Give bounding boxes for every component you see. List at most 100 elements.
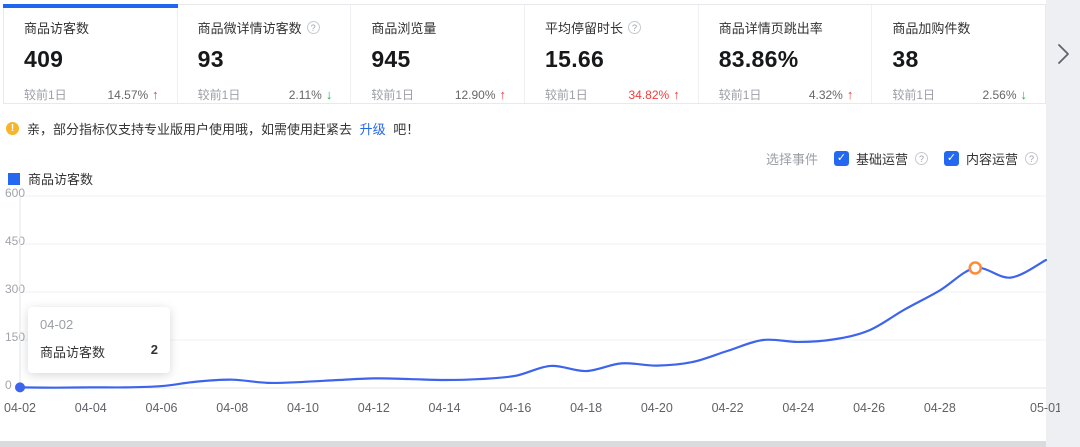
trend-percent: 34.82% [628,87,670,102]
card-title: 商品微详情访客数 [197,21,302,36]
card-title: 平均停留时长 [545,21,624,36]
checkbox-checked-icon: ✓ [833,151,849,166]
x-tick-label: 04-20 [641,401,673,415]
help-icon[interactable]: ? [306,21,320,34]
card-avg-stay-duration[interactable]: 平均停留时长 ? 15.66 较前1日 34.82% ↑ [525,5,699,103]
legend-swatch [8,172,20,185]
y-tick-label: 150 [5,330,25,344]
card-title-row: 商品详情页跳出率 ? [719,18,854,37]
x-tick-label: 04-28 [924,401,956,415]
select-event-label: 选择事件 [765,152,818,167]
x-tick-label: 04-06 [146,401,178,415]
card-micro-detail-visitors[interactable]: 商品微详情访客数 ? 93 较前1日 2.11% ↓ [178,5,352,103]
tooltip-series-name: 商品访客数 [40,345,106,360]
trend-arrow-icon: ↑ [152,87,159,102]
x-tick-label: 04-16 [499,401,531,415]
card-title-row: 平均停留时长 ? [545,18,680,37]
trend: 12.90% ↑ [455,87,506,102]
y-tick-label: 300 [5,282,25,296]
card-value: 409 [24,46,64,72]
checkbox-basic-operations[interactable]: ✓ 基础运营 ? [833,149,928,168]
card-title: 商品详情页跳出率 [718,21,823,36]
card-value: 945 [371,46,411,72]
right-gutter [1046,0,1080,447]
notice-text: 亲，部分指标仅支持专业版用户使用哦，如需使用赶紧去 升级 吧！ [27,119,419,138]
card-add-to-cart-count[interactable]: 商品加购件数 ? 38 较前1日 2.56% ↓ [872,5,1045,103]
x-tick-label: 04-12 [358,401,390,415]
y-tick-label: 0 [5,378,12,392]
legend-item-product-visitors[interactable]: 商品访客数 [8,169,93,188]
trend: 34.82% ↑ [628,87,679,102]
x-tick-label: 04-14 [429,401,461,415]
trend-percent: 12.90% [454,87,496,102]
trend: 14.57% ↑ [107,87,158,102]
card-title-row: 商品浏览量 ? [371,18,506,37]
card-value: 38 [892,46,919,72]
trend-percent: 2.11% [288,87,322,102]
trend-percent: 14.57% [107,87,149,102]
event-controls: 选择事件 ✓ 基础运营 ? ✓ 内容运营 ? [766,149,1038,168]
bottom-divider [0,441,1046,447]
warning-icon: ! [6,122,19,135]
x-tick-label: 04-02 [4,401,36,415]
checkbox-label: 基础运营 [855,152,908,167]
card-title: 商品加购件数 [892,21,971,36]
compare-label: 较前1日 [545,88,588,102]
trend-arrow-icon: ↑ [673,87,680,102]
x-tick-label: 04-26 [853,401,885,415]
trend-arrow-icon: ↑ [499,87,507,102]
compare-label: 较前1日 [197,88,241,102]
y-tick-label: 450 [5,234,25,248]
help-icon[interactable]: ? [1025,152,1038,165]
legend-label: 商品访客数 [28,172,94,187]
help-icon[interactable]: ? [914,152,928,165]
x-tick-label: 04-18 [570,401,602,415]
notice-text-after: 吧！ [393,122,420,137]
card-value: 83.86% [718,46,799,72]
upgrade-link[interactable]: 升级 [359,122,386,137]
card-value: 15.66 [545,46,605,72]
chart-tooltip: 04-02 商品访客数 2 [28,307,170,373]
metric-cards-row: 商品访客数 ? 409 较前1日 14.57% ↑ 商品微详情访客数 ? 93 … [3,4,1046,104]
checkbox-label: 内容运营 [965,152,1018,167]
selected-card-indicator [3,4,178,8]
upgrade-notice: ! 亲，部分指标仅支持专业版用户使用哦，如需使用赶紧去 升级 吧！ [6,119,419,138]
notice-text-before: 亲，部分指标仅支持专业版用户使用哦，如需使用赶紧去 [27,122,353,137]
card-title: 商品浏览量 [371,21,437,36]
checkbox-content-operations[interactable]: ✓ 内容运营 ? [943,149,1038,168]
trend-percent: 4.32% [808,87,843,102]
compare-label: 较前1日 [892,88,936,102]
help-icon[interactable]: ? [628,21,642,34]
event-marker[interactable] [968,261,983,275]
trend-arrow-icon: ↑ [846,87,854,102]
x-tick-label: 04-04 [75,401,107,415]
card-detail-page-bounce-rate[interactable]: 商品详情页跳出率 ? 83.86% 较前1日 4.32% ↑ [699,5,873,103]
visitors-trend-line [18,258,1048,389]
trend: 4.32% ↑ [809,87,854,102]
compare-label: 较前1日 [24,88,67,102]
trend: 2.56% ↓ [983,87,1028,102]
next-cards-button[interactable] [1054,42,1072,66]
trend: 2.11% ↓ [289,87,333,102]
visitors-line-chart[interactable]: 0 150 300 450 600 04-02 04-04 04-06 04-08 04-10 04… [0,185,1060,435]
x-tick-label: 04-08 [216,401,248,415]
y-tick-label: 600 [5,186,25,200]
hovered-data-point[interactable] [15,382,25,393]
card-product-visitors[interactable]: 商品访客数 ? 409 较前1日 14.57% ↑ [3,4,178,103]
card-title: 商品访客数 [24,21,90,36]
card-title-row: 商品微详情访客数 ? [198,18,333,37]
chevron-right-icon [1058,44,1069,64]
trend-arrow-icon: ↓ [325,87,333,102]
compare-label: 较前1日 [718,88,762,102]
x-tick-label: 04-10 [287,401,319,415]
card-product-pageviews[interactable]: 商品浏览量 ? 945 较前1日 12.90% ↑ [351,5,526,103]
x-tick-label: 05-01 [1030,401,1060,415]
trend-arrow-icon: ↓ [1020,87,1028,102]
compare-label: 较前1日 [371,88,415,102]
tooltip-date: 04-02 [40,317,74,332]
tooltip-value: 2 [150,342,158,357]
trend-percent: 2.56% [982,87,1017,102]
checkbox-checked-icon: ✓ [943,151,959,166]
x-tick-label: 04-24 [782,401,814,415]
card-value: 93 [197,46,224,72]
